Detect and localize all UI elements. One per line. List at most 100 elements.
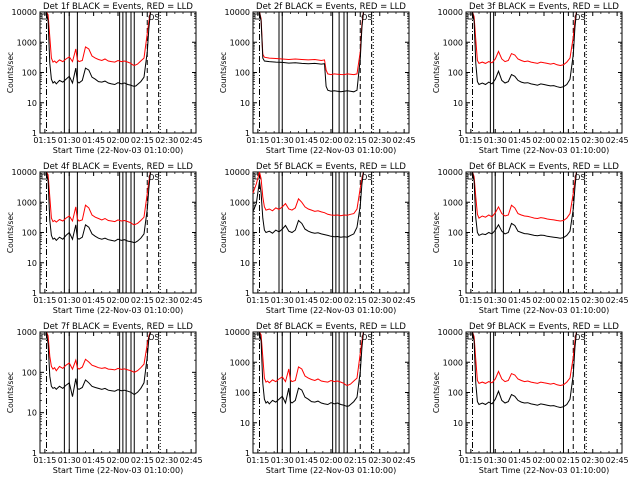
series-line xyxy=(259,331,364,407)
y-tick-label: 10000 xyxy=(438,168,463,177)
y-tick-label: 1000 xyxy=(17,198,37,207)
x-tick-label: 01:15 xyxy=(459,136,482,145)
y-axis-label: Counts/sec xyxy=(219,52,228,93)
os-marker: OS xyxy=(574,333,585,342)
plot-frame xyxy=(39,331,197,454)
x-axis-label: Start Time (22-Nov-03 01:10:00) xyxy=(266,306,396,315)
y-axis-label: Counts/sec xyxy=(219,212,228,253)
x-axis-label: Start Time (22-Nov-03 01:10:00) xyxy=(266,146,396,155)
series-line xyxy=(472,171,577,222)
x-tick-label: 01:15 xyxy=(33,296,56,305)
y-tick-label: 100 xyxy=(448,229,463,238)
detector-chart: Det 6f BLACK = Events, RED = LLD 1 10 100 10… xyxy=(432,162,629,315)
detector-chart: Det 3f BLACK = Events, RED = LLD 1 10 100 10… xyxy=(432,2,629,155)
series-line xyxy=(472,331,577,409)
os-marker: OS xyxy=(361,333,372,342)
y-tick-label: 1 xyxy=(458,289,463,298)
y-tick-label: 100 xyxy=(448,389,463,398)
chart-title: Det 6f BLACK = Events, RED = LLD xyxy=(469,162,619,172)
y-axis-label: Counts/sec xyxy=(6,52,15,93)
x-tick-label: 01:15 xyxy=(459,456,482,465)
y-tick-label: 1 xyxy=(245,449,250,458)
x-tick-label: 01:45 xyxy=(82,136,105,145)
detector-chart: Det 5f BLACK = Events, RED = LLD 1 10 100 10… xyxy=(219,162,416,315)
x-tick-label: 01:15 xyxy=(246,456,269,465)
series-line xyxy=(472,11,577,67)
x-tick-label: 02:30 xyxy=(368,136,391,145)
x-tick-label: 02:45 xyxy=(393,456,416,465)
detector-panel: Det 9f BLACK = Events, RED = LLD 1 10 100 10… xyxy=(426,320,639,480)
y-tick-label: 10 xyxy=(453,259,463,268)
detector-panel: Det 5f BLACK = Events, RED = LLD 1 10 100 10… xyxy=(213,160,426,320)
y-tick-label: 1000 xyxy=(443,198,463,207)
y-axis-label: Counts/sec xyxy=(432,212,441,253)
x-axis-label: Start Time (22-Nov-03 01:10:00) xyxy=(53,146,183,155)
x-tick-label: 02:45 xyxy=(180,456,203,465)
x-axis-label: Start Time (22-Nov-03 01:10:00) xyxy=(53,466,183,475)
x-tick-label: 02:45 xyxy=(393,296,416,305)
detector-chart: Det 7f BLACK = Events, RED = LLD 1 10 100 10… xyxy=(6,322,203,475)
chart-title: Det 9f BLACK = Events, RED = LLD xyxy=(469,322,619,332)
plot-frame xyxy=(39,171,197,294)
x-tick-label: 02:15 xyxy=(131,456,154,465)
x-tick-label: 02:30 xyxy=(368,456,391,465)
series-line xyxy=(472,171,577,239)
x-tick-label: 01:30 xyxy=(58,456,81,465)
series-line xyxy=(472,331,577,387)
x-tick-label: 02:45 xyxy=(393,136,416,145)
y-tick-label: 100 xyxy=(22,229,37,238)
x-tick-label: 02:15 xyxy=(131,296,154,305)
x-axis-label: Start Time (22-Nov-03 01:10:00) xyxy=(479,466,609,475)
plot-frame xyxy=(252,171,410,294)
x-tick-label: 01:45 xyxy=(295,296,318,305)
x-tick-label: 01:30 xyxy=(484,136,507,145)
detector-panel: Det 8f BLACK = Events, RED = LLD 1 10 100 10… xyxy=(213,320,426,480)
chart-title: Det 5f BLACK = Events, RED = LLD xyxy=(256,162,406,172)
detector-panel: Det 1f BLACK = Events, RED = LLD 1 10 100 10… xyxy=(0,0,213,160)
y-tick-label: 10000 xyxy=(225,328,250,337)
x-tick-label: 01:45 xyxy=(508,296,531,305)
x-tick-label: 02:30 xyxy=(368,296,391,305)
x-tick-label: 02:30 xyxy=(581,456,604,465)
x-tick-label: 01:45 xyxy=(82,456,105,465)
x-tick-label: 02:30 xyxy=(581,136,604,145)
x-tick-label: 01:45 xyxy=(82,296,105,305)
x-tick-label: 02:45 xyxy=(606,296,629,305)
x-tick-label: 01:30 xyxy=(271,296,294,305)
x-axis-label: Start Time (22-Nov-03 01:10:00) xyxy=(479,306,609,315)
y-tick-label: 10 xyxy=(27,409,37,418)
y-tick-label: 100 xyxy=(235,229,250,238)
x-tick-label: 01:30 xyxy=(271,136,294,145)
detector-chart: Det 4f BLACK = Events, RED = LLD 1 10 100 10… xyxy=(6,162,203,315)
y-tick-label: 10 xyxy=(240,419,250,428)
x-axis-label: Start Time (22-Nov-03 01:10:00) xyxy=(479,146,609,155)
y-tick-label: 1000 xyxy=(17,328,37,337)
y-tick-label: 100 xyxy=(235,69,250,78)
chart-title: Det 1f BLACK = Events, RED = LLD xyxy=(43,2,193,12)
y-tick-label: 100 xyxy=(235,389,250,398)
series-line xyxy=(472,11,577,89)
x-tick-label: 01:30 xyxy=(484,456,507,465)
y-tick-label: 10 xyxy=(27,259,37,268)
y-tick-label: 1 xyxy=(458,449,463,458)
y-tick-label: 1 xyxy=(458,129,463,138)
detector-chart: Det 2f BLACK = Events, RED = LLD 1 10 100 10… xyxy=(219,2,416,155)
x-tick-label: 02:45 xyxy=(180,136,203,145)
x-tick-label: 01:15 xyxy=(459,296,482,305)
y-tick-label: 10000 xyxy=(12,168,37,177)
y-axis-label: Counts/sec xyxy=(6,212,15,253)
y-tick-label: 1 xyxy=(245,129,250,138)
x-tick-label: 01:15 xyxy=(246,136,269,145)
x-tick-label: 02:30 xyxy=(581,296,604,305)
y-tick-label: 10000 xyxy=(438,328,463,337)
x-tick-label: 02:45 xyxy=(180,296,203,305)
y-tick-label: 100 xyxy=(448,69,463,78)
plot-frame xyxy=(252,331,410,454)
x-tick-label: 01:45 xyxy=(295,136,318,145)
os-marker: OS xyxy=(148,333,159,342)
detector-chart: Det 8f BLACK = Events, RED = LLD 1 10 100 10… xyxy=(219,322,416,475)
series-line xyxy=(46,171,151,226)
x-tick-label: 02:00 xyxy=(106,296,129,305)
chart-title: Det 3f BLACK = Events, RED = LLD xyxy=(469,2,619,12)
